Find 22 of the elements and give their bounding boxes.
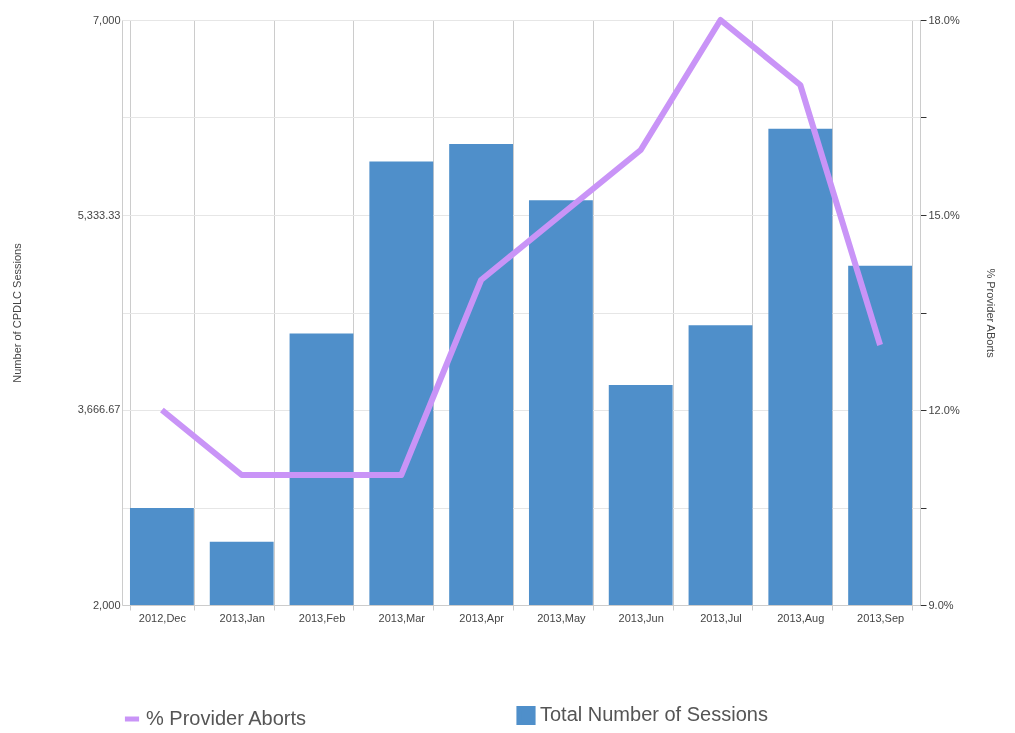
y-tick-label: 7,000 — [92, 13, 121, 26]
x-tick-label: 2013,Jun — [618, 611, 664, 624]
x-tick-label: 2013,Jan — [219, 611, 265, 624]
y2-tick-label: 18.0% — [928, 13, 960, 26]
x-tick-label: 2012,Dec — [138, 611, 187, 624]
x-tick-label: 2013,Apr — [459, 611, 505, 624]
y2-tick-label: 9.0% — [928, 598, 954, 611]
y2-axis-title: % Provider ABorts — [984, 268, 997, 359]
y2-tick-label: 15.0% — [928, 208, 960, 221]
x-tick-label: 2013,Feb — [298, 611, 346, 624]
x-tick-label: 2013,Jul — [700, 611, 742, 624]
y2-tick-label: 12.0% — [928, 403, 960, 416]
y-tick-label: 5,333.33 — [77, 208, 121, 221]
x-tick-label: 2013,Sep — [857, 611, 905, 624]
y-tick-label: 2,000 — [92, 598, 121, 611]
y-axis-title: Number of CPDLC Sessions — [10, 242, 23, 383]
x-tick-label: 2013,May — [537, 611, 587, 624]
legend-label: Total Number of Sessions — [540, 703, 768, 726]
y-tick-label: 3,666.67 — [77, 403, 121, 416]
x-tick-label: 2013,Mar — [378, 611, 426, 624]
x-tick-label: 2013,Aug — [777, 611, 825, 624]
legend-label: % Provider Aborts — [146, 707, 307, 729]
